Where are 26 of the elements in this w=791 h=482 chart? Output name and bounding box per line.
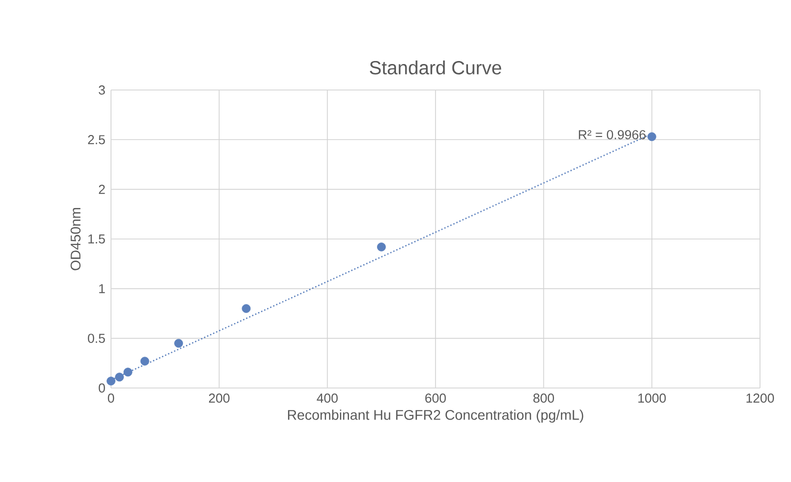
- point: [106, 376, 116, 386]
- point: [242, 304, 251, 313]
- x-tick-label: 600: [425, 394, 446, 403]
- y-tick-label: 2: [98, 184, 105, 194]
- x-tick-label: 800: [533, 394, 554, 403]
- y-tick-label: 0.5: [88, 334, 105, 343]
- point: [124, 368, 132, 377]
- x-tick-label: 0: [108, 394, 114, 403]
- y-axis-title: OD450nm: [70, 208, 81, 270]
- point: [647, 132, 656, 142]
- x-tick-label: 1200: [746, 394, 774, 403]
- annotation: R² = 0.9966: [578, 130, 646, 140]
- y-tick-label: 1: [99, 284, 105, 294]
- y-tick-label: 2.5: [88, 135, 105, 144]
- point: [377, 242, 386, 252]
- y-tick-label: 3: [98, 85, 105, 95]
- y-tick-label: 0: [98, 383, 105, 393]
- point: [115, 372, 124, 382]
- x-tick-label: 200: [208, 394, 230, 403]
- y-tick-label: 1.5: [88, 234, 105, 244]
- point: [140, 356, 150, 366]
- chart-title: Standard Curve: [370, 60, 502, 74]
- point: [174, 338, 184, 348]
- x-tick-label: 1000: [638, 394, 666, 403]
- x-tick-label: 400: [316, 394, 338, 403]
- x-axis-title: Recombinant Hu FGFR2 Concentration (pg/mL): [288, 410, 584, 423]
